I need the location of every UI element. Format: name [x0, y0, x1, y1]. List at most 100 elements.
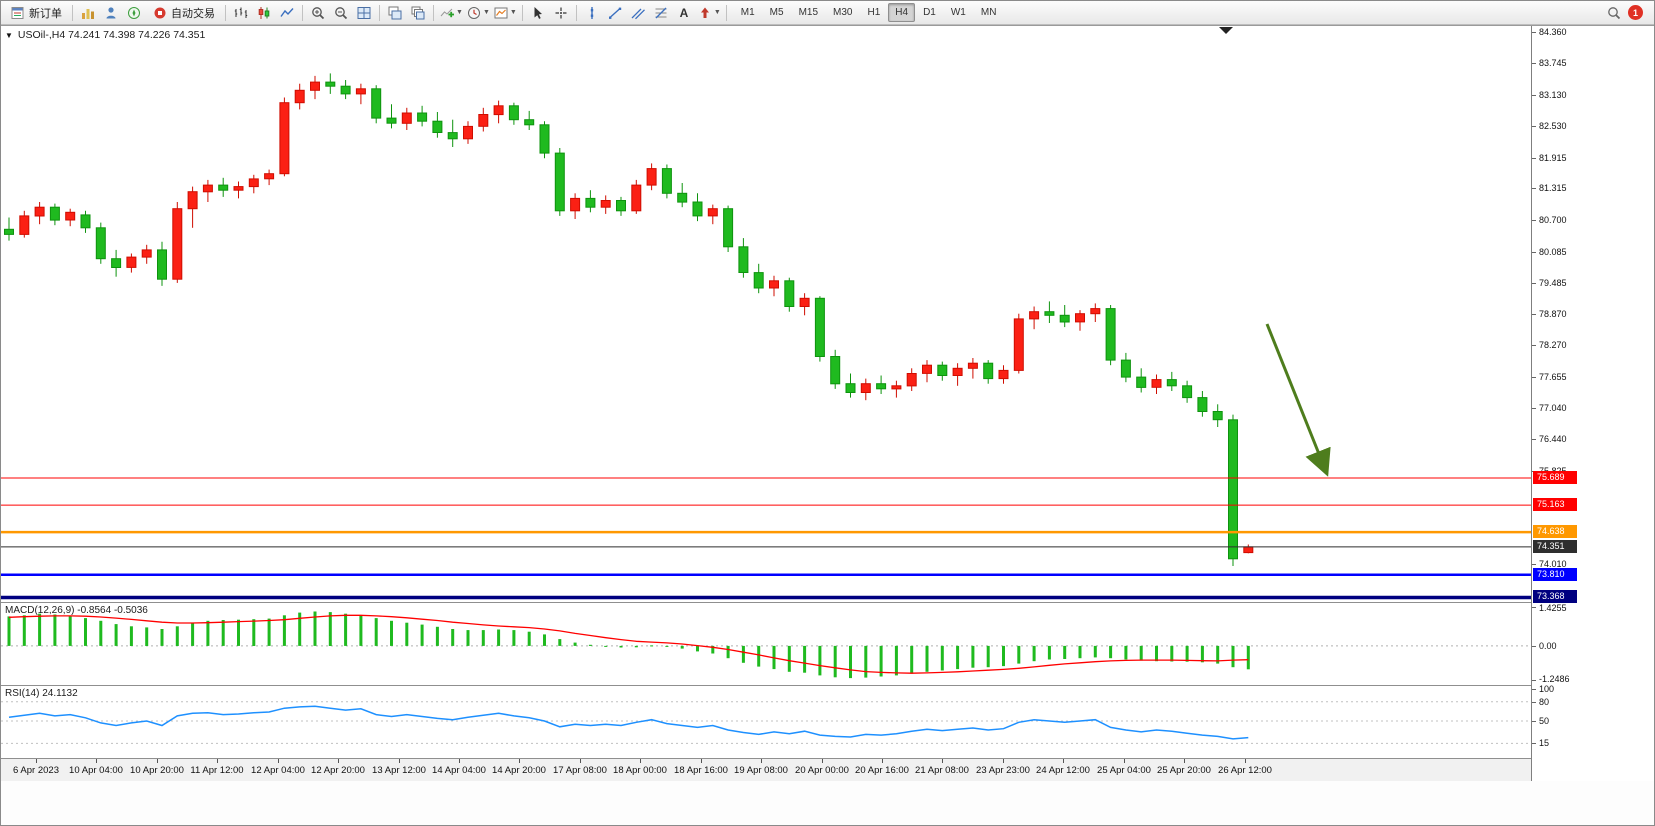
candle-body [310, 81, 320, 91]
notification-badge[interactable]: 1 [1628, 5, 1643, 20]
bar-chart-button[interactable] [230, 3, 252, 23]
time-label: 14 Apr 04:00 [432, 765, 486, 776]
time-tick [459, 759, 460, 763]
axis-tick [1532, 314, 1536, 316]
zoom-out-icon [335, 6, 348, 19]
price-axis[interactable]: 84.360 83.745 83.130 82.530 81.915 81.315 80.7… [1531, 26, 1654, 781]
macd-bar [267, 618, 271, 646]
tile-windows-button[interactable] [353, 3, 375, 23]
template-icon [494, 7, 508, 18]
candle-body [80, 214, 91, 229]
tile-windows-icon [357, 6, 371, 19]
axis-label: 79.485 [1539, 277, 1567, 288]
vertical-line-tool-button[interactable] [581, 3, 603, 23]
navigator-button[interactable] [123, 3, 145, 23]
templates-button[interactable]: ▼ [492, 3, 518, 23]
down-arrow-annotation[interactable] [1265, 323, 1331, 477]
chart-shift-marker[interactable] [1219, 27, 1233, 34]
candle-body [723, 208, 734, 248]
candle-body [1013, 318, 1024, 371]
axis-tick [1532, 408, 1536, 410]
cascade-windows-button[interactable] [407, 3, 429, 23]
candle-body [1166, 379, 1177, 387]
toolbar: 新订单 自动交易 [1, 1, 1654, 25]
time-label: 23 Apr 23:00 [976, 765, 1030, 776]
profiles-button[interactable] [77, 3, 99, 23]
time-tick [640, 759, 641, 763]
trendline-tool-button[interactable] [604, 3, 626, 23]
timeframe-m5[interactable]: M5 [769, 7, 784, 18]
market-watch-button[interactable] [100, 3, 122, 23]
zoom-out-button[interactable] [330, 3, 352, 23]
time-tick [278, 759, 279, 763]
candle-body [463, 125, 473, 140]
search-button[interactable] [1603, 3, 1625, 23]
channel-tool-button[interactable] [627, 3, 649, 23]
time-label: 24 Apr 12:00 [1036, 765, 1090, 776]
trendline-icon [608, 7, 622, 19]
timeframe-h1[interactable]: H1 [867, 7, 881, 18]
timeframe-d1[interactable]: D1 [923, 7, 936, 18]
line-chart-button[interactable] [276, 3, 298, 23]
timeframe-m1[interactable]: M1 [740, 7, 755, 18]
indicators-icon [440, 8, 454, 17]
macd-bar [22, 615, 26, 646]
candle-body [769, 280, 779, 289]
macd-bar [451, 629, 455, 646]
new-order-button[interactable]: 新订单 [4, 3, 68, 23]
toolbar-separator [575, 4, 577, 21]
candle-body [646, 168, 657, 186]
candle-body [860, 383, 871, 394]
timeframe-m15[interactable]: M15 [798, 7, 819, 18]
arrange-windows-button[interactable] [384, 3, 406, 23]
candle-body [952, 367, 963, 376]
indicators-button[interactable]: ▼ [438, 3, 464, 23]
timeframe-m30[interactable]: M30 [833, 7, 853, 18]
autotrading-button[interactable]: 自动交易 [146, 3, 221, 23]
autotrading-label: 自动交易 [171, 7, 215, 20]
macd-bar [1216, 645, 1220, 664]
axis-label: 81.315 [1539, 183, 1567, 194]
axis-label: 80.085 [1539, 246, 1567, 257]
candlestick-chart-button[interactable] [253, 3, 275, 23]
time-tick [942, 759, 943, 763]
macd-bar [38, 613, 42, 646]
chevron-down-icon: ▼ [482, 9, 490, 16]
pane-separator[interactable] [1, 685, 1654, 686]
zoom-in-button[interactable] [307, 3, 329, 23]
main-price-pane[interactable] [1, 26, 1531, 602]
periods-button[interactable]: ▼ [465, 3, 491, 23]
macd-pane[interactable] [1, 603, 1531, 685]
candle-body [539, 124, 550, 154]
pane-separator[interactable] [1, 602, 1654, 603]
macd-bar [1063, 645, 1067, 659]
candle-body [233, 186, 244, 191]
candle-body [784, 280, 795, 308]
rsi-pane[interactable] [1, 686, 1531, 758]
timeframe-h4[interactable]: H4 [888, 3, 916, 22]
candle-body [1059, 314, 1070, 323]
macd-bar [986, 645, 990, 668]
macd-bar [374, 618, 378, 646]
time-label: 26 Apr 12:00 [1218, 765, 1272, 776]
candle-body [677, 192, 688, 203]
axis-tick [1532, 564, 1536, 566]
timeframe-w1[interactable]: W1 [950, 7, 966, 18]
clock-icon [467, 6, 480, 19]
new-order-label: 新订单 [29, 7, 62, 20]
cursor-button[interactable] [527, 3, 549, 23]
text-tool-button[interactable]: A [673, 3, 695, 23]
axis-tick [1532, 125, 1536, 127]
axis-tick [1532, 743, 1536, 745]
axis-tick [1532, 282, 1536, 284]
crosshair-button[interactable] [550, 3, 572, 23]
timeframe-mn[interactable]: MN [980, 7, 997, 18]
macd-bar [252, 619, 256, 646]
candle-body [753, 272, 764, 289]
one-click-trading-arrow[interactable]: ▼ [5, 30, 13, 40]
time-axis[interactable]: 6 Apr 2023 10 Apr 04:00 10 Apr 20:00 11 Apr… [1, 758, 1654, 781]
fibonacci-tool-button[interactable] [650, 3, 672, 23]
macd-bar [940, 645, 944, 671]
arrows-tool-button[interactable]: ▼ [696, 3, 722, 23]
macd-bar [604, 645, 608, 647]
